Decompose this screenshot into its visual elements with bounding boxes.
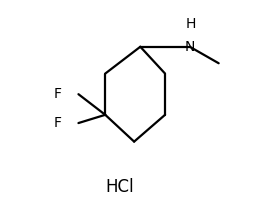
Text: F: F <box>54 87 62 101</box>
Text: N: N <box>185 40 195 54</box>
Text: H: H <box>186 17 196 31</box>
Text: HCl: HCl <box>105 178 134 196</box>
Text: F: F <box>54 116 62 130</box>
